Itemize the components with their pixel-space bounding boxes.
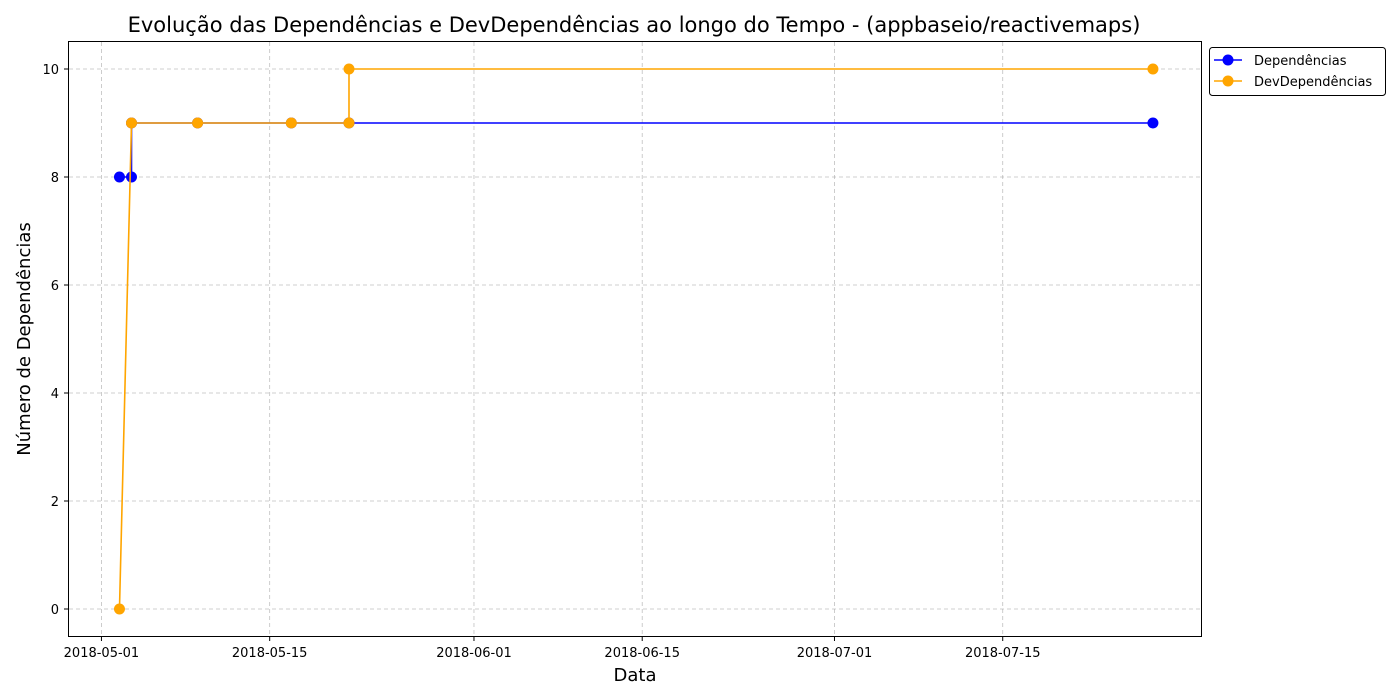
legend-marker-devdependencias bbox=[1222, 75, 1234, 87]
legend-marker-dependencias bbox=[1222, 54, 1234, 66]
y-tick-label: 0 bbox=[51, 603, 59, 618]
x-tick-label: 2018-07-01 bbox=[797, 646, 873, 661]
y-tick-label: 6 bbox=[51, 279, 59, 294]
legend-box bbox=[1209, 47, 1386, 96]
data-point-devdependencias bbox=[192, 117, 204, 129]
data-point-dependencias bbox=[125, 171, 137, 183]
series-devdependencias bbox=[113, 63, 1159, 615]
data-point-dependencias bbox=[113, 171, 125, 183]
x-tick-label: 2018-07-15 bbox=[965, 646, 1041, 661]
legend-entry-devdependencias: DevDependências bbox=[1214, 75, 1372, 90]
series-line-devdependencias bbox=[118, 68, 1153, 610]
y-tick-label: 2 bbox=[51, 495, 59, 510]
x-axis: 2018-05-01 2018-05-15 2018-06-01 2018-06-15… bbox=[64, 636, 1041, 661]
y-tick-label: 4 bbox=[51, 387, 59, 402]
x-tick-label: 2018-05-15 bbox=[232, 646, 308, 661]
series-line-dependencias bbox=[119, 122, 1153, 178]
data-point-devdependencias bbox=[1147, 63, 1159, 75]
data-point-devdependencias bbox=[125, 117, 137, 129]
grid-layer bbox=[69, 42, 1201, 636]
x-tick-label: 2018-05-01 bbox=[64, 646, 140, 661]
series-dependencias bbox=[113, 117, 1159, 183]
plot-frame bbox=[68, 41, 1202, 637]
legend: Dependências DevDependências bbox=[1209, 47, 1386, 96]
y-axis: 0 2 4 6 8 10 bbox=[42, 63, 69, 618]
y-tick-label: 8 bbox=[51, 171, 59, 186]
data-point-dependencias bbox=[1147, 117, 1159, 129]
data-point-devdependencias bbox=[113, 603, 125, 615]
chart-title: Evolução das Dependências e DevDependênc… bbox=[128, 13, 1141, 37]
x-tick-label: 2018-06-15 bbox=[604, 646, 680, 661]
data-point-devdependencias bbox=[343, 63, 355, 75]
data-point-devdependencias bbox=[285, 117, 297, 129]
legend-label-dependencias: Dependências bbox=[1254, 54, 1347, 69]
legend-label-devdependencias: DevDependências bbox=[1254, 75, 1372, 90]
legend-entry-dependencias: Dependências bbox=[1214, 54, 1347, 69]
x-tick-label: 2018-06-01 bbox=[436, 646, 512, 661]
y-tick-label: 10 bbox=[42, 63, 59, 78]
x-axis-title: Data bbox=[614, 665, 657, 686]
y-axis-title: Número de Dependências bbox=[14, 222, 35, 456]
data-point-devdependencias bbox=[343, 117, 355, 129]
series-layer bbox=[113, 63, 1159, 615]
